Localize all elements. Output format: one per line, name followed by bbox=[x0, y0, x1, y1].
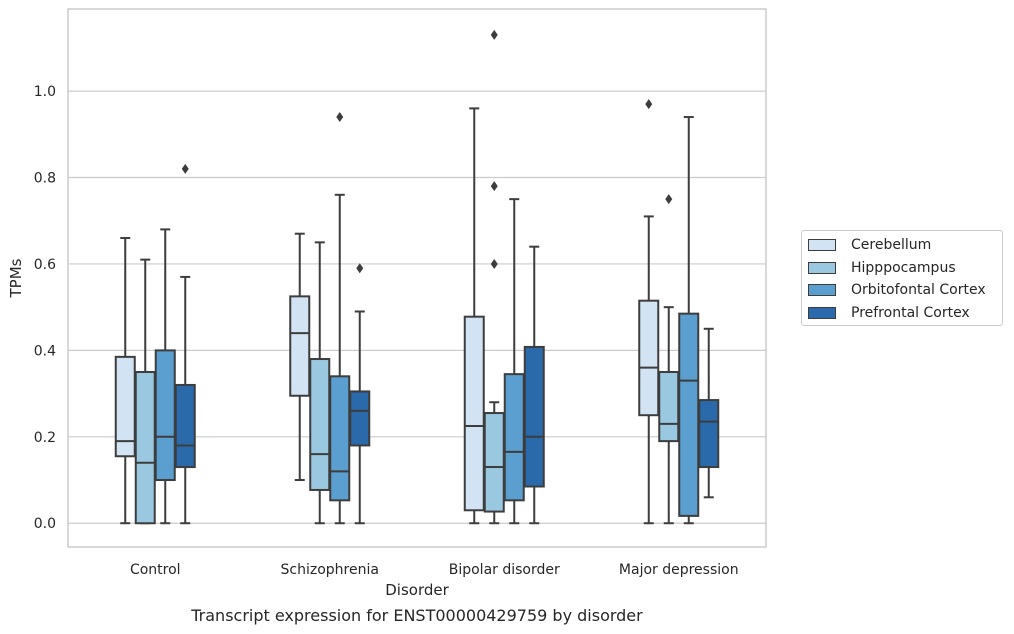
outlier-point bbox=[645, 99, 653, 110]
legend-item-cerebellum: Cerebellum bbox=[808, 235, 931, 255]
box-2-1 bbox=[329, 112, 351, 525]
y-tick-label: 0.0 bbox=[34, 516, 56, 532]
outlier-point bbox=[490, 181, 498, 192]
legend-swatch bbox=[808, 262, 836, 274]
x-axis-label: Disorder bbox=[385, 581, 449, 599]
outlier-point bbox=[356, 263, 364, 274]
legend-swatch bbox=[808, 239, 836, 251]
y-tick-label: 0.2 bbox=[34, 430, 56, 446]
legend-label: Cerebellum bbox=[851, 237, 932, 253]
chart-caption: Transcript expression for ENST0000042975… bbox=[191, 606, 643, 625]
legend-label: Orbitofontal Cortex bbox=[851, 282, 986, 298]
iqr-box bbox=[638, 299, 660, 417]
x-tick-label: Schizophrenia bbox=[281, 562, 379, 578]
y-tick-label: 0.8 bbox=[34, 171, 56, 187]
iqr-box bbox=[523, 345, 545, 488]
legend-item-hipppocampus: Hipppocampus bbox=[808, 258, 956, 278]
iqr-box bbox=[134, 370, 156, 525]
iqr-box bbox=[483, 412, 505, 513]
legend: Cerebellum Hipppocampus Orbitofontal Cor… bbox=[801, 230, 1003, 326]
iqr-box bbox=[503, 373, 525, 502]
box-1-2 bbox=[483, 29, 505, 525]
iqr-box bbox=[309, 358, 331, 491]
iqr-box bbox=[154, 349, 176, 482]
iqr-box bbox=[658, 370, 680, 443]
box-3-1 bbox=[349, 263, 371, 525]
box-3-3 bbox=[698, 327, 720, 499]
box-0-3 bbox=[638, 99, 660, 525]
legend-label: Prefrontal Cortex bbox=[851, 305, 970, 321]
iqr-box bbox=[349, 390, 371, 447]
legend-swatch bbox=[808, 284, 836, 296]
box-0-2 bbox=[463, 107, 485, 525]
x-tick-label: Major depression bbox=[619, 562, 739, 578]
iqr-box bbox=[463, 315, 485, 512]
legend-item-prefrontal-cortex: Prefrontal Cortex bbox=[808, 303, 970, 323]
legend-label: Hipppocampus bbox=[851, 260, 956, 276]
outlier-point bbox=[336, 112, 344, 123]
y-tick-label: 0.6 bbox=[34, 257, 56, 273]
outlier-point bbox=[665, 194, 673, 205]
iqr-box bbox=[698, 399, 720, 469]
y-tick-label: 0.4 bbox=[34, 343, 56, 359]
box-3-0 bbox=[174, 163, 196, 525]
y-axis-label: TPMs bbox=[7, 258, 25, 298]
iqr-box bbox=[174, 383, 196, 469]
y-tick-label: 1.0 bbox=[34, 84, 56, 100]
box-2-2 bbox=[503, 198, 525, 525]
boxes-layer bbox=[114, 29, 720, 525]
x-tick-labels: Control Schizophrenia Bipolar disorder Majo… bbox=[130, 562, 739, 578]
box-0-1 bbox=[289, 232, 311, 482]
box-3-2 bbox=[523, 245, 545, 525]
iqr-box bbox=[678, 312, 700, 517]
outlier-point bbox=[490, 29, 498, 40]
box-1-1 bbox=[309, 241, 331, 525]
outlier-point bbox=[181, 163, 189, 174]
iqr-box bbox=[289, 295, 311, 397]
outlier-point bbox=[490, 258, 498, 269]
y-tick-labels: 0.0 0.2 0.4 0.6 0.8 1.0 bbox=[34, 84, 56, 532]
x-tick-label: Bipolar disorder bbox=[449, 562, 560, 578]
x-tick-label: Control bbox=[130, 562, 181, 578]
iqr-box bbox=[329, 375, 351, 502]
legend-item-orbitofontal-cortex: Orbitofontal Cortex bbox=[808, 280, 986, 300]
legend-swatch bbox=[808, 307, 836, 319]
